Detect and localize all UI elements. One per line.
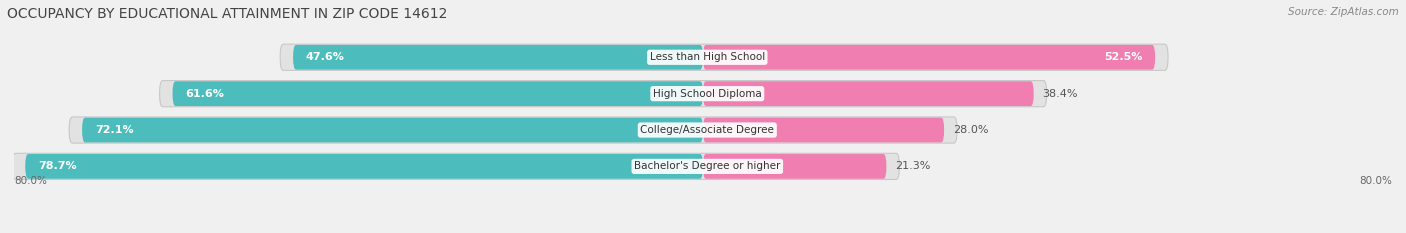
FancyBboxPatch shape (69, 117, 957, 143)
Text: 47.6%: 47.6% (307, 52, 344, 62)
FancyBboxPatch shape (173, 81, 703, 106)
Text: Bachelor's Degree or higher: Bachelor's Degree or higher (634, 161, 780, 171)
Text: 72.1%: 72.1% (96, 125, 134, 135)
Text: 28.0%: 28.0% (953, 125, 988, 135)
Text: 80.0%: 80.0% (14, 176, 46, 186)
FancyBboxPatch shape (280, 44, 1168, 70)
Text: College/Associate Degree: College/Associate Degree (640, 125, 775, 135)
FancyBboxPatch shape (703, 45, 1156, 70)
Text: 61.6%: 61.6% (186, 89, 225, 99)
Text: Source: ZipAtlas.com: Source: ZipAtlas.com (1288, 7, 1399, 17)
Text: 78.7%: 78.7% (38, 161, 77, 171)
FancyBboxPatch shape (160, 81, 1046, 107)
Text: High School Diploma: High School Diploma (652, 89, 762, 99)
FancyBboxPatch shape (82, 118, 703, 142)
FancyBboxPatch shape (703, 118, 945, 142)
FancyBboxPatch shape (703, 154, 886, 179)
Text: Less than High School: Less than High School (650, 52, 765, 62)
Text: 80.0%: 80.0% (1360, 176, 1392, 186)
FancyBboxPatch shape (292, 45, 703, 70)
Text: 52.5%: 52.5% (1104, 52, 1142, 62)
Text: 21.3%: 21.3% (896, 161, 931, 171)
FancyBboxPatch shape (13, 153, 900, 179)
Text: 38.4%: 38.4% (1042, 89, 1078, 99)
FancyBboxPatch shape (25, 154, 703, 179)
FancyBboxPatch shape (703, 81, 1033, 106)
Text: OCCUPANCY BY EDUCATIONAL ATTAINMENT IN ZIP CODE 14612: OCCUPANCY BY EDUCATIONAL ATTAINMENT IN Z… (7, 7, 447, 21)
